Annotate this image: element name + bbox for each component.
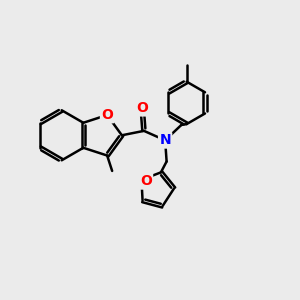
Text: N: N xyxy=(159,133,171,147)
Text: O: O xyxy=(136,101,148,115)
Text: O: O xyxy=(140,174,152,188)
Text: O: O xyxy=(101,108,113,122)
